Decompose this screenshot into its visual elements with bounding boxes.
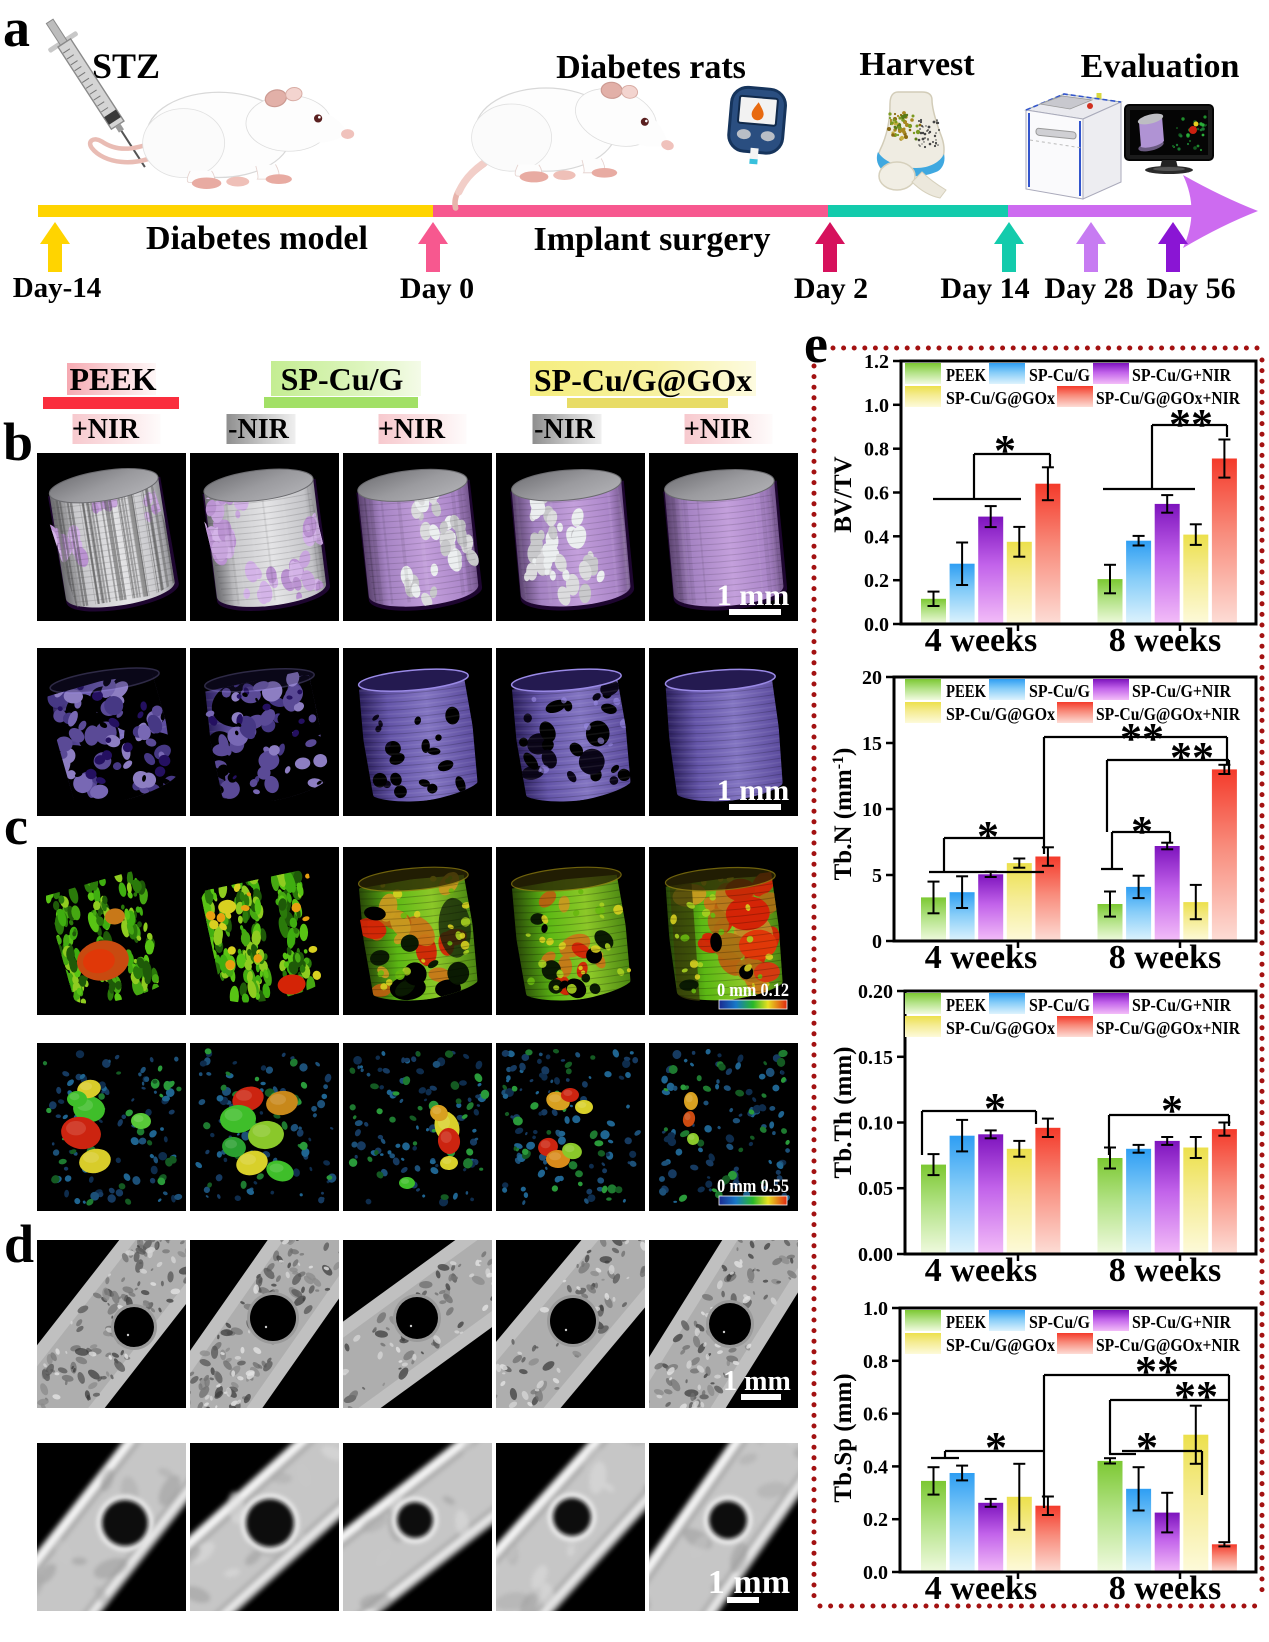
svg-text:0.15: 0.15: [858, 1047, 893, 1069]
svg-text:8 weeks: 8 weeks: [1109, 622, 1221, 659]
svg-text:+NIR: +NIR: [684, 414, 752, 445]
svg-text:SP-Cu/G@GOx+NIR: SP-Cu/G@GOx+NIR: [1096, 1335, 1241, 1355]
svg-text:PEEK: PEEK: [946, 1312, 986, 1332]
svg-text:5: 5: [872, 865, 882, 887]
svg-text:1 mm: 1 mm: [717, 774, 789, 807]
svg-text:Day 56: Day 56: [1146, 272, 1235, 305]
svg-text:SP-Cu/G: SP-Cu/G: [1029, 681, 1090, 701]
svg-text:Day-14: Day-14: [13, 272, 102, 304]
svg-text:SP-Cu/G+NIR: SP-Cu/G+NIR: [1132, 681, 1232, 701]
svg-text:**: **: [1120, 714, 1164, 763]
svg-text:**: **: [1169, 400, 1213, 449]
svg-text:-NIR: -NIR: [534, 414, 595, 445]
svg-text:SP-Cu/G: SP-Cu/G: [1029, 995, 1090, 1015]
svg-text:Evaluation: Evaluation: [1081, 48, 1240, 85]
svg-text:4 weeks: 4 weeks: [925, 622, 1037, 659]
svg-text:0.0: 0.0: [864, 614, 889, 636]
svg-text:Diabetes model: Diabetes model: [146, 220, 368, 257]
svg-text:0.6: 0.6: [864, 483, 889, 505]
svg-text:c: c: [4, 796, 28, 856]
svg-text:SP-Cu/G@GOx: SP-Cu/G@GOx: [946, 704, 1055, 724]
svg-text:SP-Cu/G: SP-Cu/G: [1029, 365, 1090, 385]
svg-text:STZ: STZ: [92, 46, 160, 86]
svg-text:4 weeks: 4 weeks: [925, 1570, 1037, 1607]
svg-text:SP-Cu/G: SP-Cu/G: [281, 361, 404, 397]
svg-text:SP-Cu/G@GOx: SP-Cu/G@GOx: [946, 1335, 1055, 1355]
svg-text:0.10: 0.10: [858, 1113, 893, 1135]
svg-text:SP-Cu/G@GOx+NIR: SP-Cu/G@GOx+NIR: [1096, 1018, 1241, 1038]
svg-text:*: *: [1161, 1086, 1183, 1135]
svg-text:0.2: 0.2: [863, 1509, 888, 1531]
svg-text:1 mm: 1 mm: [717, 579, 789, 612]
svg-text:15: 15: [862, 733, 882, 755]
svg-text:b: b: [3, 412, 33, 472]
svg-text:1 mm: 1 mm: [708, 1564, 790, 1601]
svg-text:SP-Cu/G@GOx: SP-Cu/G@GOx: [534, 362, 752, 398]
svg-text:Tb.Sp (mm): Tb.Sp (mm): [830, 1373, 857, 1502]
svg-text:**: **: [1135, 1347, 1179, 1396]
svg-text:SP-Cu/G@GOx+NIR: SP-Cu/G@GOx+NIR: [1096, 704, 1241, 724]
svg-text:SP-Cu/G+NIR: SP-Cu/G+NIR: [1132, 1312, 1232, 1332]
svg-text:4 weeks: 4 weeks: [925, 939, 1037, 976]
svg-text:**: **: [1174, 1372, 1218, 1421]
svg-text:0.8: 0.8: [863, 1351, 888, 1373]
svg-text:8 weeks: 8 weeks: [1109, 939, 1221, 976]
svg-text:*: *: [1136, 1423, 1158, 1472]
svg-text:-NIR: -NIR: [228, 414, 289, 445]
svg-text:SP-Cu/G@GOx+NIR: SP-Cu/G@GOx+NIR: [1096, 388, 1241, 408]
svg-text:*: *: [994, 426, 1016, 475]
svg-text:8 weeks: 8 weeks: [1109, 1570, 1221, 1607]
svg-text:0.6: 0.6: [863, 1404, 888, 1426]
svg-text:0.20: 0.20: [858, 981, 893, 1003]
svg-text:Tb.N (mm-1): Tb.N (mm-1): [830, 748, 857, 881]
svg-text:SP-Cu/G@GOx: SP-Cu/G@GOx: [946, 388, 1055, 408]
svg-text:0.4: 0.4: [864, 526, 889, 548]
svg-text:20: 20: [862, 667, 882, 689]
svg-text:Day 0: Day 0: [400, 272, 474, 305]
svg-text:10: 10: [862, 799, 882, 821]
svg-text:0 mm 0.55: 0 mm 0.55: [717, 1176, 789, 1197]
svg-text:Tb.Th (mm): Tb.Th (mm): [830, 1047, 857, 1179]
svg-text:0: 0: [872, 931, 882, 953]
svg-text:*: *: [985, 1423, 1007, 1472]
svg-text:PEEK: PEEK: [946, 681, 986, 701]
svg-text:Harvest: Harvest: [859, 46, 975, 83]
svg-text:*: *: [984, 1084, 1006, 1133]
svg-text:0.2: 0.2: [864, 570, 889, 592]
svg-text:1.0: 1.0: [864, 395, 889, 417]
svg-text:PEEK: PEEK: [69, 361, 156, 397]
svg-text:d: d: [4, 1214, 34, 1274]
svg-text:**: **: [1170, 733, 1214, 782]
svg-text:8 weeks: 8 weeks: [1109, 1252, 1221, 1289]
svg-text:+NIR: +NIR: [72, 414, 140, 445]
svg-text:0.0: 0.0: [863, 1562, 888, 1584]
svg-text:0.00: 0.00: [858, 1244, 893, 1266]
svg-text:*: *: [977, 812, 999, 861]
svg-text:0.8: 0.8: [864, 439, 889, 461]
svg-text:SP-Cu/G@GOx: SP-Cu/G@GOx: [946, 1018, 1055, 1038]
svg-text:PEEK: PEEK: [946, 995, 986, 1015]
svg-text:0 mm 0.12: 0 mm 0.12: [717, 980, 789, 1001]
svg-text:Day 14: Day 14: [940, 272, 1029, 305]
svg-text:1.2: 1.2: [864, 351, 889, 373]
svg-text:0.4: 0.4: [863, 1456, 888, 1478]
svg-text:Diabetes rats: Diabetes rats: [556, 49, 746, 86]
svg-text:0.05: 0.05: [858, 1178, 893, 1200]
svg-text:1.0: 1.0: [863, 1298, 888, 1320]
svg-text:Implant surgery: Implant surgery: [533, 221, 770, 258]
svg-text:Day 28: Day 28: [1044, 272, 1133, 305]
svg-text:4 weeks: 4 weeks: [925, 1252, 1037, 1289]
svg-text:a: a: [3, 0, 30, 58]
svg-text:*: *: [1131, 807, 1153, 856]
svg-text:SP-Cu/G: SP-Cu/G: [1029, 1312, 1090, 1332]
svg-text:+NIR: +NIR: [378, 414, 446, 445]
svg-text:e: e: [804, 314, 828, 374]
svg-text:SP-Cu/G+NIR: SP-Cu/G+NIR: [1132, 365, 1232, 385]
svg-text:PEEK: PEEK: [946, 365, 986, 385]
svg-text:1 mm: 1 mm: [723, 1366, 791, 1397]
svg-text:Day 2: Day 2: [794, 272, 868, 305]
svg-text:SP-Cu/G+NIR: SP-Cu/G+NIR: [1132, 995, 1232, 1015]
svg-text:BV/TV: BV/TV: [830, 456, 857, 532]
